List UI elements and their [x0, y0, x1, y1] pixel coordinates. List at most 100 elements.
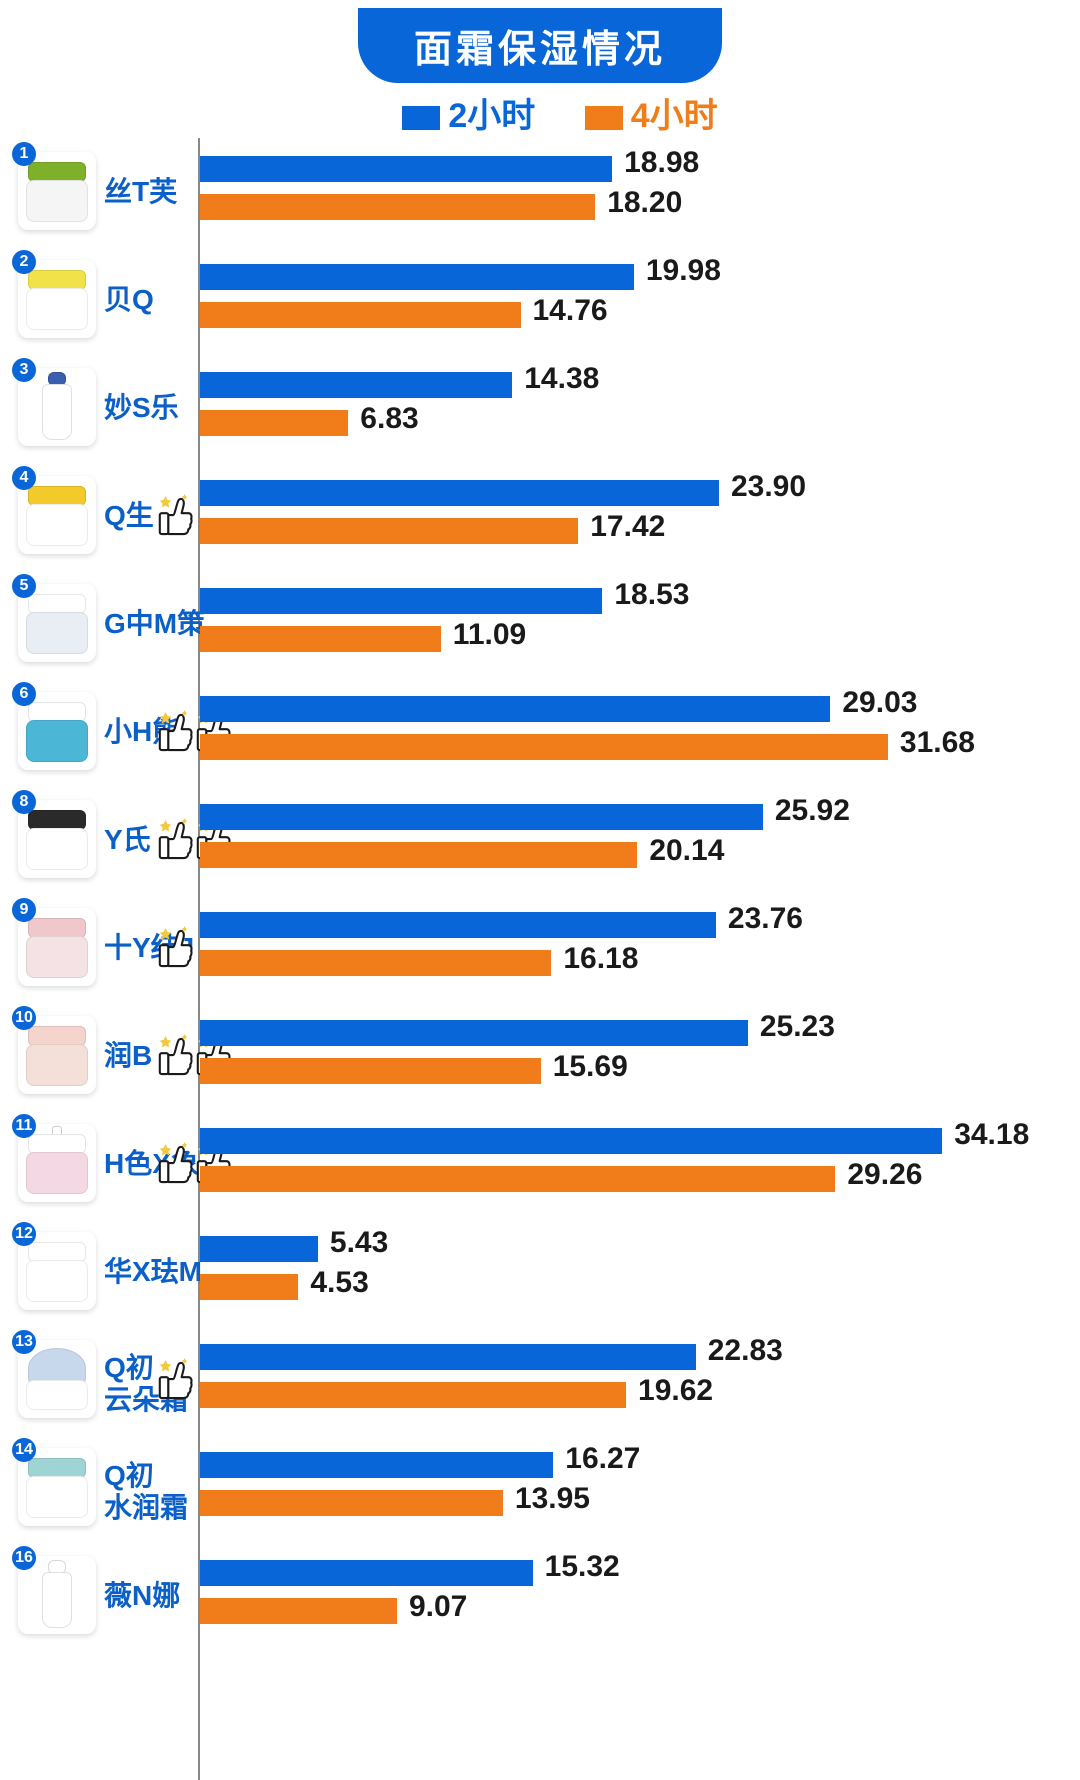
bar-2h — [200, 1128, 942, 1154]
value-2h: 15.32 — [545, 1550, 620, 1584]
bar-2h — [200, 912, 716, 938]
bar-chart: 1 丝T芙 18.98 18.20 2 贝Q 19.98 14.76 3 妙S乐 14.38 6.83… — [0, 138, 1060, 1780]
bar-4h — [200, 626, 441, 652]
value-4h: 18.20 — [607, 186, 682, 220]
bar-2h — [200, 1452, 553, 1478]
product-name: 贝Q — [104, 284, 154, 316]
rank-badge: 4 — [12, 466, 36, 490]
value-2h: 16.27 — [565, 1442, 640, 1476]
chart-row: 4 Q生 23.90 17.42 — [0, 462, 1060, 570]
legend: 2小时 4小时 — [0, 88, 1080, 137]
value-2h: 23.76 — [728, 902, 803, 936]
rank-badge: 13 — [12, 1330, 36, 1354]
bar-2h — [200, 696, 830, 722]
rank-badge: 3 — [12, 358, 36, 382]
bar-4h — [200, 950, 551, 976]
bar-2h — [200, 480, 719, 506]
rank-badge: 12 — [12, 1222, 36, 1246]
value-2h: 14.38 — [524, 362, 599, 396]
bar-4h — [200, 734, 888, 760]
rank-badge: 1 — [12, 142, 36, 166]
legend-label-2: 4小时 — [631, 97, 718, 135]
value-2h: 29.03 — [842, 686, 917, 720]
chart-row: 3 妙S乐 14.38 6.83 — [0, 354, 1060, 462]
rank-badge: 16 — [12, 1546, 36, 1570]
bar-4h — [200, 1598, 397, 1624]
value-4h: 4.53 — [310, 1266, 368, 1300]
value-4h: 11.09 — [453, 618, 526, 652]
value-4h: 31.68 — [900, 726, 975, 760]
bar-4h — [200, 518, 578, 544]
rank-badge: 2 — [12, 250, 36, 274]
rank-badge: 10 — [12, 1006, 36, 1030]
value-4h: 13.95 — [515, 1482, 590, 1516]
chart-row: 6小H熊29.0331.68 — [0, 678, 1060, 786]
value-4h: 6.83 — [360, 402, 418, 436]
chart-row: 14 Q初水润霜 16.27 13.95 — [0, 1434, 1060, 1542]
legend-swatch-1 — [402, 106, 440, 130]
product-name: 丝T芙 — [104, 176, 177, 208]
product-name: G中M策 — [104, 608, 205, 640]
value-4h: 15.69 — [553, 1050, 628, 1084]
value-2h: 5.43 — [330, 1226, 388, 1260]
rank-badge: 5 — [12, 574, 36, 598]
chart-row: 11H色X象34.1829.26 — [0, 1110, 1060, 1218]
value-2h: 19.98 — [646, 254, 721, 288]
product-name: 薇N娜 — [104, 1580, 180, 1612]
bar-2h — [200, 1560, 533, 1586]
value-4h: 20.14 — [649, 834, 724, 868]
chart-row: 9十Y结J23.7616.18 — [0, 894, 1060, 1002]
bar-4h — [200, 842, 637, 868]
product-name: 妙S乐 — [104, 392, 179, 424]
product-name: Q生 — [104, 500, 154, 532]
thumbs-up-icon — [156, 910, 194, 982]
chart-row: 16薇N娜15.329.07 — [0, 1542, 1060, 1650]
thumbs-up-icon — [156, 478, 194, 550]
rank-badge: 8 — [12, 790, 36, 814]
bar-2h — [200, 1020, 748, 1046]
rank-badge: 9 — [12, 898, 36, 922]
bar-4h — [200, 1490, 503, 1516]
bar-4h — [200, 1166, 835, 1192]
bar-2h — [200, 264, 634, 290]
value-2h: 18.53 — [614, 578, 689, 612]
value-4h: 17.42 — [590, 510, 665, 544]
bar-2h — [200, 588, 602, 614]
legend-swatch-2 — [585, 106, 623, 130]
bar-4h — [200, 1058, 541, 1084]
bar-2h — [200, 372, 512, 398]
value-2h: 22.83 — [708, 1334, 783, 1368]
value-4h: 29.26 — [847, 1158, 922, 1192]
bar-2h — [200, 156, 612, 182]
bar-4h — [200, 1274, 298, 1300]
chart-row: 12 华X珐M 5.43 4.53 — [0, 1218, 1060, 1326]
chart-title: 面霜保湿情况 — [358, 8, 722, 83]
bar-2h — [200, 804, 763, 830]
legend-label-1: 2小时 — [448, 97, 535, 135]
bar-4h — [200, 410, 348, 436]
bar-4h — [200, 194, 595, 220]
value-2h: 25.92 — [775, 794, 850, 828]
bar-2h — [200, 1236, 318, 1262]
chart-row: 13Q初云朵霜22.8319.62 — [0, 1326, 1060, 1434]
value-2h: 23.90 — [731, 470, 806, 504]
value-4h: 16.18 — [563, 942, 638, 976]
product-name: 华X珐M — [104, 1256, 202, 1288]
chart-row: 2 贝Q 19.98 14.76 — [0, 246, 1060, 354]
value-2h: 18.98 — [624, 146, 699, 180]
chart-row: 10润B25.2315.69 — [0, 1002, 1060, 1110]
product-name: Q初水润霜 — [104, 1460, 188, 1524]
chart-row: 8 Y氏 25.92 20.14 — [0, 786, 1060, 894]
chart-row: 1 丝T芙 18.98 18.20 — [0, 138, 1060, 246]
rank-badge: 14 — [12, 1438, 36, 1462]
bar-4h — [200, 302, 521, 328]
product-name: 润B — [104, 1040, 152, 1072]
rank-badge: 6 — [12, 682, 36, 706]
value-4h: 14.76 — [533, 294, 608, 328]
value-2h: 34.18 — [954, 1118, 1029, 1152]
product-name: Y氏 — [104, 824, 151, 856]
bar-2h — [200, 1344, 696, 1370]
chart-row: 5 G中M策 18.53 11.09 — [0, 570, 1060, 678]
thumbs-up-icon — [156, 1342, 194, 1414]
rank-badge: 11 — [12, 1114, 36, 1138]
